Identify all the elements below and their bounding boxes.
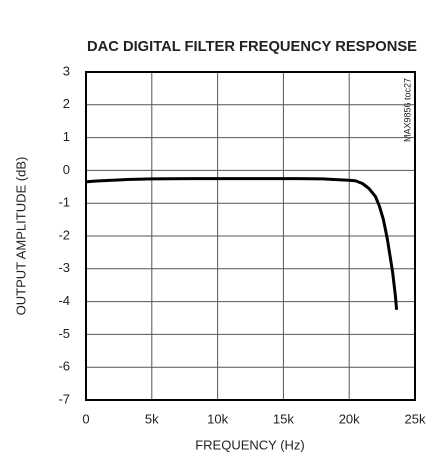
y-tick-label: -6 xyxy=(58,359,70,374)
x-tick-label: 15k xyxy=(273,411,294,426)
x-tick-label: 25k xyxy=(405,411,426,426)
y-tick-label: -3 xyxy=(58,260,70,275)
y-tick-label: -7 xyxy=(58,391,70,406)
x-tick-label: 0 xyxy=(82,411,89,426)
x-tick-label: 20k xyxy=(339,411,360,426)
y-tick-label: 2 xyxy=(63,96,70,111)
x-tick-label: 10k xyxy=(207,411,228,426)
annotation: MAX9856 toc27 xyxy=(402,78,412,142)
y-tick-label: -1 xyxy=(58,195,70,210)
y-tick-label: -5 xyxy=(58,326,70,341)
x-tick-label: 5k xyxy=(145,411,159,426)
y-tick-label: 1 xyxy=(63,129,70,144)
y-tick-label: -2 xyxy=(58,227,70,242)
y-tick-label: -4 xyxy=(58,293,70,308)
chart-title: DAC DIGITAL FILTER FREQUENCY RESPONSE xyxy=(87,38,417,55)
x-axis-label: FREQUENCY (Hz) xyxy=(195,437,305,452)
data-line xyxy=(85,177,399,310)
y-tick-label: 3 xyxy=(63,63,70,78)
y-axis-label: OUTPUT AMPLITUDE (dB) xyxy=(13,157,28,316)
y-tick-label: 0 xyxy=(63,162,70,177)
plot-frame xyxy=(85,71,416,401)
